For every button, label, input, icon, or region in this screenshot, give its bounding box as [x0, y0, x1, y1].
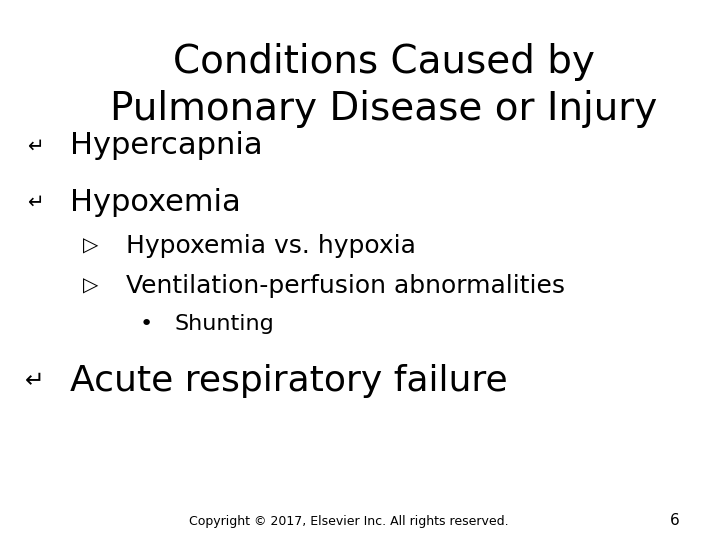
Text: Copyright © 2017, Elsevier Inc. All rights reserved.: Copyright © 2017, Elsevier Inc. All righ… — [189, 515, 508, 528]
Text: ▷: ▷ — [83, 236, 99, 255]
Text: ▷: ▷ — [83, 276, 99, 296]
Text: Hypercapnia: Hypercapnia — [70, 131, 262, 160]
Text: Ventilation-perfusion abnormalities: Ventilation-perfusion abnormalities — [125, 274, 564, 298]
Text: ↵: ↵ — [25, 369, 45, 392]
Text: Hypoxemia: Hypoxemia — [70, 188, 240, 217]
Text: •: • — [140, 314, 153, 334]
Text: 6: 6 — [670, 513, 680, 528]
Text: Hypoxemia vs. hypoxia: Hypoxemia vs. hypoxia — [125, 234, 415, 258]
Text: ↵: ↵ — [27, 193, 43, 212]
Text: Shunting: Shunting — [174, 314, 274, 334]
Text: Acute respiratory failure: Acute respiratory failure — [70, 364, 508, 397]
Text: Conditions Caused by
Pulmonary Disease or Injury: Conditions Caused by Pulmonary Disease o… — [110, 43, 657, 128]
Text: ↵: ↵ — [27, 136, 43, 156]
